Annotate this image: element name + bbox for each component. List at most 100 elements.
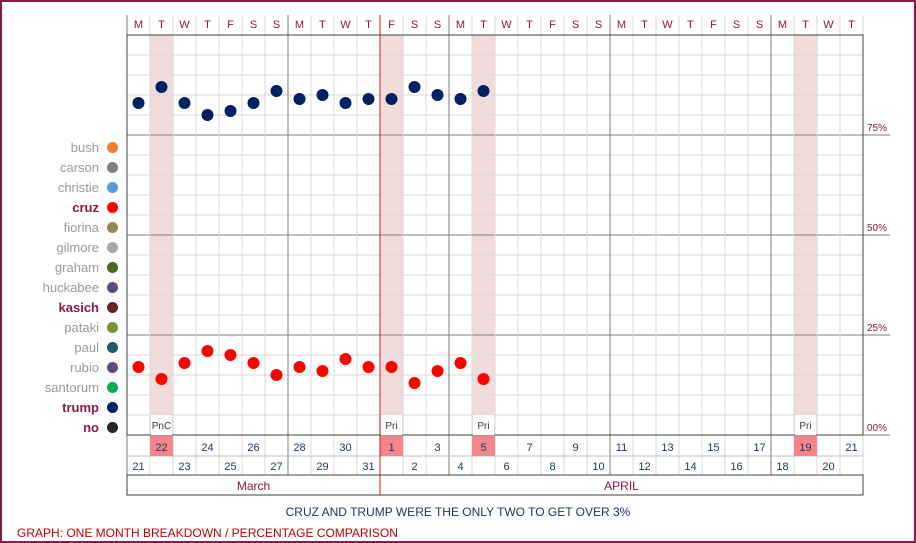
weekday-label: T [848, 19, 855, 31]
top-date-label: 26 [247, 442, 259, 454]
highlight-date-cell [380, 436, 403, 456]
legend-label: huckabee [42, 279, 99, 295]
weekday-label: T [204, 19, 211, 31]
cruz-point [201, 345, 214, 357]
top-date-label: 5 [480, 442, 486, 454]
event-box [473, 415, 494, 435]
top-date-label: 7 [526, 442, 532, 454]
top-date-label: 9 [572, 442, 578, 454]
bottom-date-label: 14 [684, 461, 696, 473]
weekday-label: W [501, 19, 512, 31]
cruz-point [339, 353, 352, 365]
event-box [151, 415, 172, 435]
weekday-label: T [641, 19, 648, 31]
cruz-point [155, 373, 168, 385]
weekday-label: T [526, 19, 533, 31]
cruz-point [247, 357, 260, 369]
legend-label: carson [59, 159, 99, 175]
ytick-label: 75% [867, 123, 887, 134]
weekday-label: W [823, 19, 834, 31]
legend-item-fiorina: fiorina [0, 217, 118, 237]
month-label: March [237, 479, 270, 493]
bottom-date-label: 10 [592, 461, 604, 473]
weekday-label: S [434, 19, 441, 31]
cruz-point [270, 369, 283, 381]
event-label: Pri [799, 421, 811, 432]
top-date-label: 21 [845, 442, 857, 454]
event-label: Pri [385, 421, 397, 432]
legend-item-pataki: pataki [0, 317, 118, 337]
trump-point [247, 97, 260, 109]
cruz-point [385, 361, 398, 373]
trump-point [454, 93, 467, 105]
legend-label: kasich [58, 299, 99, 315]
bottom-date-label: 4 [457, 461, 463, 473]
bottom-date-label: 12 [638, 461, 650, 473]
bottom-date-label: 6 [503, 461, 509, 473]
bottom-date-label: 31 [362, 461, 374, 473]
weekday-label: M [456, 19, 465, 31]
bottom-date-label: 25 [224, 461, 236, 473]
legend-dot-icon [107, 221, 118, 233]
trump-point [270, 85, 283, 97]
trump-point [477, 85, 490, 97]
weekday-label: F [549, 19, 556, 31]
top-date-label: 13 [661, 442, 673, 454]
legend-item-paul: paul [0, 337, 118, 357]
legend-label: paul [74, 339, 99, 355]
weekday-label: F [227, 19, 234, 31]
legend-dot-icon [107, 261, 118, 273]
legend-dot-icon [107, 381, 118, 393]
legend-item-bush: bush [0, 137, 118, 157]
bottom-date-label: 16 [730, 461, 742, 473]
bottom-date-label: 2 [411, 461, 417, 473]
weekday-label: S [595, 19, 602, 31]
trump-point [155, 81, 168, 93]
highlight-date-cell [472, 436, 495, 456]
weekday-label: T [480, 19, 487, 31]
legend-dot-icon [107, 401, 118, 413]
legend-dot-icon [107, 301, 118, 313]
weekday-label: T [687, 19, 694, 31]
cruz-point [132, 361, 145, 373]
top-date-label: 17 [753, 442, 765, 454]
weekday-label: M [778, 19, 787, 31]
trump-point [316, 89, 329, 101]
bottom-date-label: 29 [316, 461, 328, 473]
weekday-label: F [710, 19, 717, 31]
footer-note: GRAPH: ONE MONTH BREAKDOWN / PERCENTAGE … [17, 526, 398, 540]
legend-dot-icon [107, 181, 118, 193]
legend-dot-icon [107, 361, 118, 373]
legend-dot-icon [107, 161, 118, 173]
top-date-label: 19 [799, 442, 811, 454]
month-label: APRIL [604, 479, 639, 493]
cruz-point [178, 357, 191, 369]
weekday-label: W [662, 19, 673, 31]
legend-label: cruz [72, 199, 99, 215]
top-date-label: 30 [339, 442, 351, 454]
trump-point [385, 93, 398, 105]
weekday-label: W [340, 19, 351, 31]
bottom-date-label: 8 [549, 461, 555, 473]
weekday-label: T [802, 19, 809, 31]
cruz-point [454, 357, 467, 369]
trump-point [408, 81, 421, 93]
weekday-label: S [250, 19, 257, 31]
trump-point [339, 97, 352, 109]
legend-dot-icon [107, 141, 118, 153]
weekday-label: S [572, 19, 579, 31]
weekday-label: T [365, 19, 372, 31]
legend-label: christie [57, 179, 99, 195]
weekday-label: S [756, 19, 763, 31]
ytick-label: 25% [867, 323, 887, 334]
weekday-label: M [617, 19, 626, 31]
trump-point [362, 93, 375, 105]
weekday-label: S [411, 19, 418, 31]
legend-item-huckabee: huckabee [0, 277, 118, 297]
legend-item-santorum: santorum [0, 377, 118, 397]
weekday-label: F [388, 19, 395, 31]
event-label: Pri [477, 421, 489, 432]
legend-item-kasich: kasich [0, 297, 118, 317]
weekday-label: T [158, 19, 165, 31]
